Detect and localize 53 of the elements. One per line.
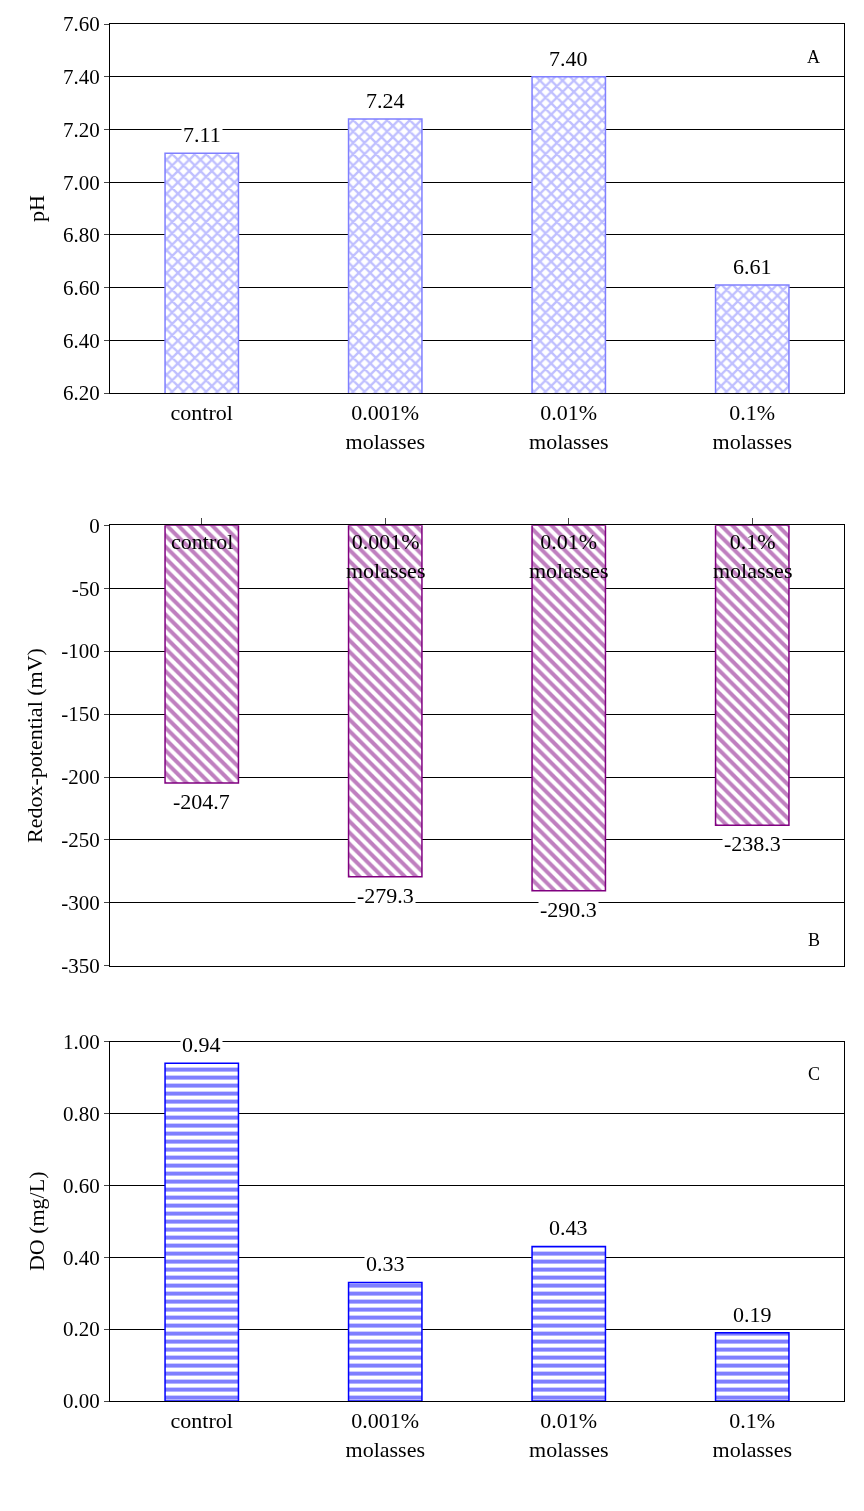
x-tick-label: control: [171, 529, 234, 554]
bar: [714, 1331, 790, 1401]
data-label: 6.61: [733, 254, 772, 279]
y-tick-label: -50: [71, 576, 100, 601]
y-tick-label: 7.20: [63, 117, 100, 142]
data-label: 7.24: [366, 88, 405, 113]
x-tick-label: 0.001% molasses: [345, 400, 425, 455]
data-label: 0.19: [733, 1302, 772, 1327]
x-tick-label: 0.1% molasses: [712, 1408, 792, 1462]
y-tick-label: 1.00: [63, 1029, 100, 1054]
data-label: 7.11: [183, 122, 221, 147]
x-tick-label: control: [170, 400, 233, 426]
annotation: C: [808, 1064, 821, 1084]
y-tick-label: -250: [61, 828, 100, 853]
data-label: 0.43: [549, 1215, 588, 1240]
y-tick-label: 6.60: [63, 275, 100, 300]
y-tick-label: 0.00: [63, 1389, 100, 1414]
y-tick-label: 0.20: [63, 1317, 100, 1342]
y-tick-label: -150: [61, 702, 100, 727]
y-tick-label: 0.80: [63, 1101, 100, 1126]
y-axis-title: pH: [23, 194, 49, 222]
data-label: -238.3: [724, 831, 781, 856]
y-tick-label: 6.80: [63, 223, 100, 248]
y-tick-label: -100: [61, 639, 100, 664]
y-tick-label: 7.00: [63, 170, 100, 195]
y-tick-label: -300: [61, 891, 100, 916]
y-tick-label: 0.40: [63, 1245, 100, 1270]
x-tick-label: 0.01% molasses: [529, 400, 609, 455]
y-tick-label: 7.40: [63, 65, 100, 90]
y-tick-label: 0: [89, 513, 100, 538]
y-tick-label: -350: [61, 954, 100, 979]
y-tick-label: -200: [61, 765, 100, 790]
bar: [531, 1245, 607, 1401]
annotation: A: [807, 47, 820, 67]
data-label: 0.33: [366, 1251, 405, 1276]
bar: [164, 1062, 240, 1401]
data-label: -204.7: [173, 789, 230, 814]
data-label: -290.3: [540, 897, 597, 922]
y-tick-label: 6.40: [63, 328, 100, 353]
x-tick-label: control: [170, 1408, 233, 1434]
bar: [347, 1281, 423, 1401]
x-tick-label: 0.001% molasses: [345, 1408, 425, 1462]
x-tick-label: 0.01% molasses: [529, 1408, 609, 1462]
y-axis-title: Redox-potential (mV): [22, 648, 48, 843]
data-label: 7.40: [549, 46, 588, 71]
data-label: 0.94: [182, 1032, 221, 1057]
annotation: B: [808, 930, 821, 950]
y-tick-label: 0.60: [63, 1173, 100, 1198]
y-tick-label: 7.60: [63, 12, 100, 37]
y-axis-title: DO (mg/L): [23, 1171, 49, 1272]
x-tick-label: 0.1% molasses: [712, 400, 792, 455]
y-tick-label: 6.20: [63, 381, 100, 406]
data-label: -279.3: [357, 883, 414, 908]
